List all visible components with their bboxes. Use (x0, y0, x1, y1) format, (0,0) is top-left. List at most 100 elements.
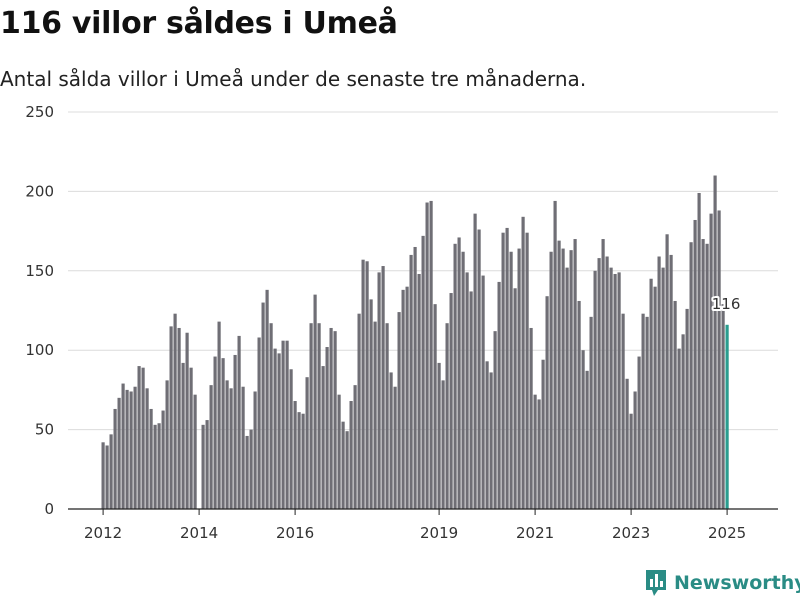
bar (485, 361, 489, 509)
bar (441, 380, 445, 509)
data-label: 116 (712, 295, 741, 313)
bar (645, 316, 649, 509)
bar (553, 200, 557, 510)
bar (505, 227, 509, 509)
bar (405, 286, 409, 509)
bar (301, 413, 305, 509)
brand-logo: Newsworthy (644, 568, 800, 598)
bar (625, 378, 629, 509)
y-tick-label: 150 (25, 262, 54, 280)
bar (261, 302, 265, 509)
bar (469, 291, 473, 509)
bar (181, 362, 185, 509)
bar (149, 408, 153, 509)
bar (345, 431, 349, 509)
bar (385, 323, 389, 509)
bar (169, 326, 173, 509)
bar (609, 267, 613, 509)
bar (117, 397, 121, 509)
bar (681, 334, 685, 509)
bar (513, 288, 517, 509)
bar (353, 385, 357, 509)
bar (249, 429, 253, 509)
bar (477, 229, 481, 509)
bar (357, 313, 361, 509)
bar (185, 332, 189, 509)
bar (677, 348, 681, 509)
bar (661, 267, 665, 509)
bar (321, 366, 325, 509)
bar (137, 366, 141, 509)
bar (389, 372, 393, 509)
bar (605, 256, 609, 509)
bar (489, 372, 493, 509)
bar (229, 388, 233, 509)
y-tick-label: 250 (25, 103, 54, 121)
brand-name: Newsworthy (674, 572, 800, 594)
bar (577, 300, 581, 509)
bar (445, 323, 449, 509)
bar (157, 423, 161, 509)
bar (329, 327, 333, 509)
bar (201, 424, 205, 509)
bar (721, 304, 725, 509)
bar (297, 412, 301, 509)
bar (525, 232, 529, 510)
bar (245, 435, 249, 509)
bar (225, 380, 229, 509)
bar (265, 289, 269, 509)
bar (573, 239, 577, 510)
bar (337, 394, 341, 509)
bar (333, 331, 337, 509)
x-tick-label: 2012 (84, 524, 122, 542)
bar (629, 413, 633, 509)
bar (589, 316, 593, 509)
x-tick-label: 2025 (708, 524, 746, 542)
x-tick-label: 2021 (516, 524, 554, 542)
bar (709, 213, 713, 509)
bar (381, 266, 385, 509)
x-tick-label: 2019 (420, 524, 458, 542)
y-tick-label: 100 (25, 341, 54, 359)
bar (277, 353, 281, 509)
bar (521, 216, 525, 510)
chart-title: 116 villor såldes i Umeå (0, 6, 398, 41)
bar (453, 243, 457, 509)
bar (705, 243, 709, 509)
bar (549, 251, 553, 509)
bar (461, 251, 465, 509)
bar (145, 388, 149, 509)
bar (637, 356, 641, 509)
chart-subtitle: Antal sålda villor i Umeå under de senas… (0, 67, 587, 91)
bar (437, 362, 441, 509)
bar (613, 273, 617, 509)
bar (349, 401, 353, 509)
y-tick-label: 200 (25, 182, 54, 200)
bar (517, 248, 521, 509)
bar (425, 202, 429, 510)
bar (217, 321, 221, 509)
bar (289, 369, 293, 509)
bar (193, 394, 197, 509)
bar (253, 391, 257, 509)
bar (665, 234, 669, 509)
bar (685, 308, 689, 509)
bar (133, 386, 137, 509)
bar (365, 261, 369, 509)
y-tick-label: 50 (35, 421, 54, 439)
bar (457, 237, 461, 509)
bar (373, 321, 377, 509)
bar (429, 200, 433, 510)
bar (493, 331, 497, 509)
bar (285, 340, 289, 509)
bar (377, 272, 381, 509)
bar (621, 313, 625, 509)
bar (701, 239, 705, 510)
bar (561, 248, 565, 509)
bar (325, 347, 329, 509)
bar (361, 259, 365, 509)
bar (189, 367, 193, 509)
bar (529, 327, 533, 509)
bar (273, 348, 277, 509)
